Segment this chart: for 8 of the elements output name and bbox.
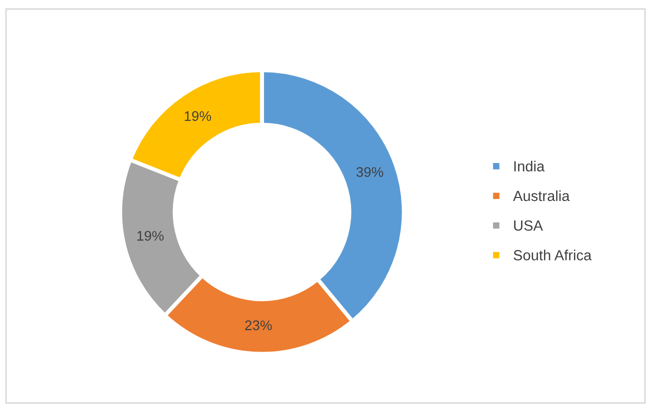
data-label: 39% [356,167,384,177]
legend-label: USA [514,220,543,231]
legend-label: South Africa [514,250,592,260]
data-label: 19% [184,111,212,121]
data-label: 23% [245,320,272,330]
legend-label: Australia [513,190,570,202]
legend-label: India [514,160,545,172]
data-label: 19% [137,230,164,241]
